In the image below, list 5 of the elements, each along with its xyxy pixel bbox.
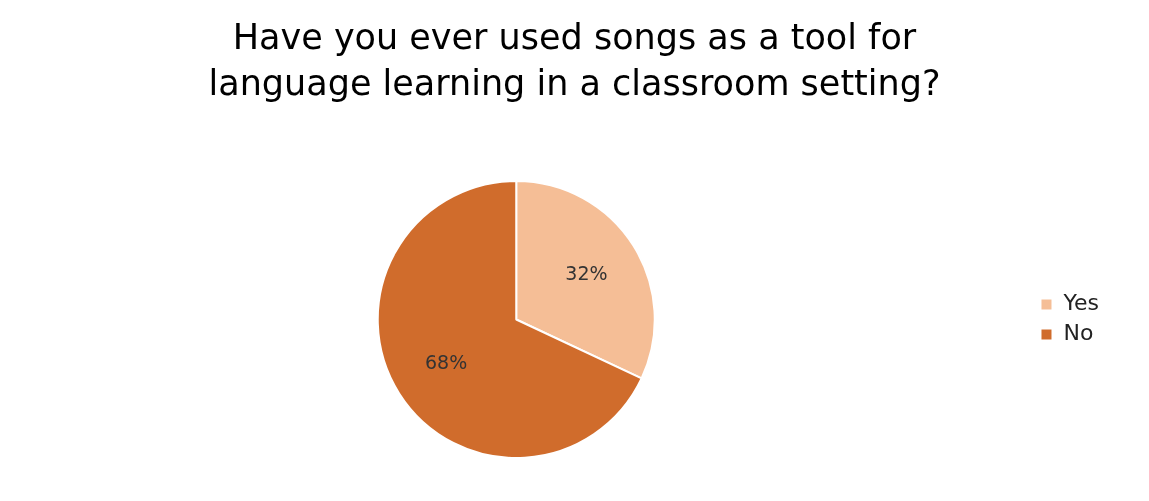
data-label: 32% bbox=[565, 261, 608, 284]
legend-label: Yes bbox=[1062, 290, 1099, 316]
data-label: 68% bbox=[424, 350, 468, 373]
chart-title: Have you ever used songs as a tool for language learning in a classroom setting? bbox=[207, 16, 942, 105]
legend-label: No bbox=[1063, 320, 1094, 346]
